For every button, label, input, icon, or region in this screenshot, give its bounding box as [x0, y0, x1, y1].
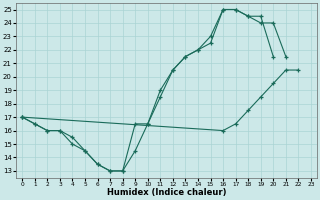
X-axis label: Humidex (Indice chaleur): Humidex (Indice chaleur) — [107, 188, 226, 197]
